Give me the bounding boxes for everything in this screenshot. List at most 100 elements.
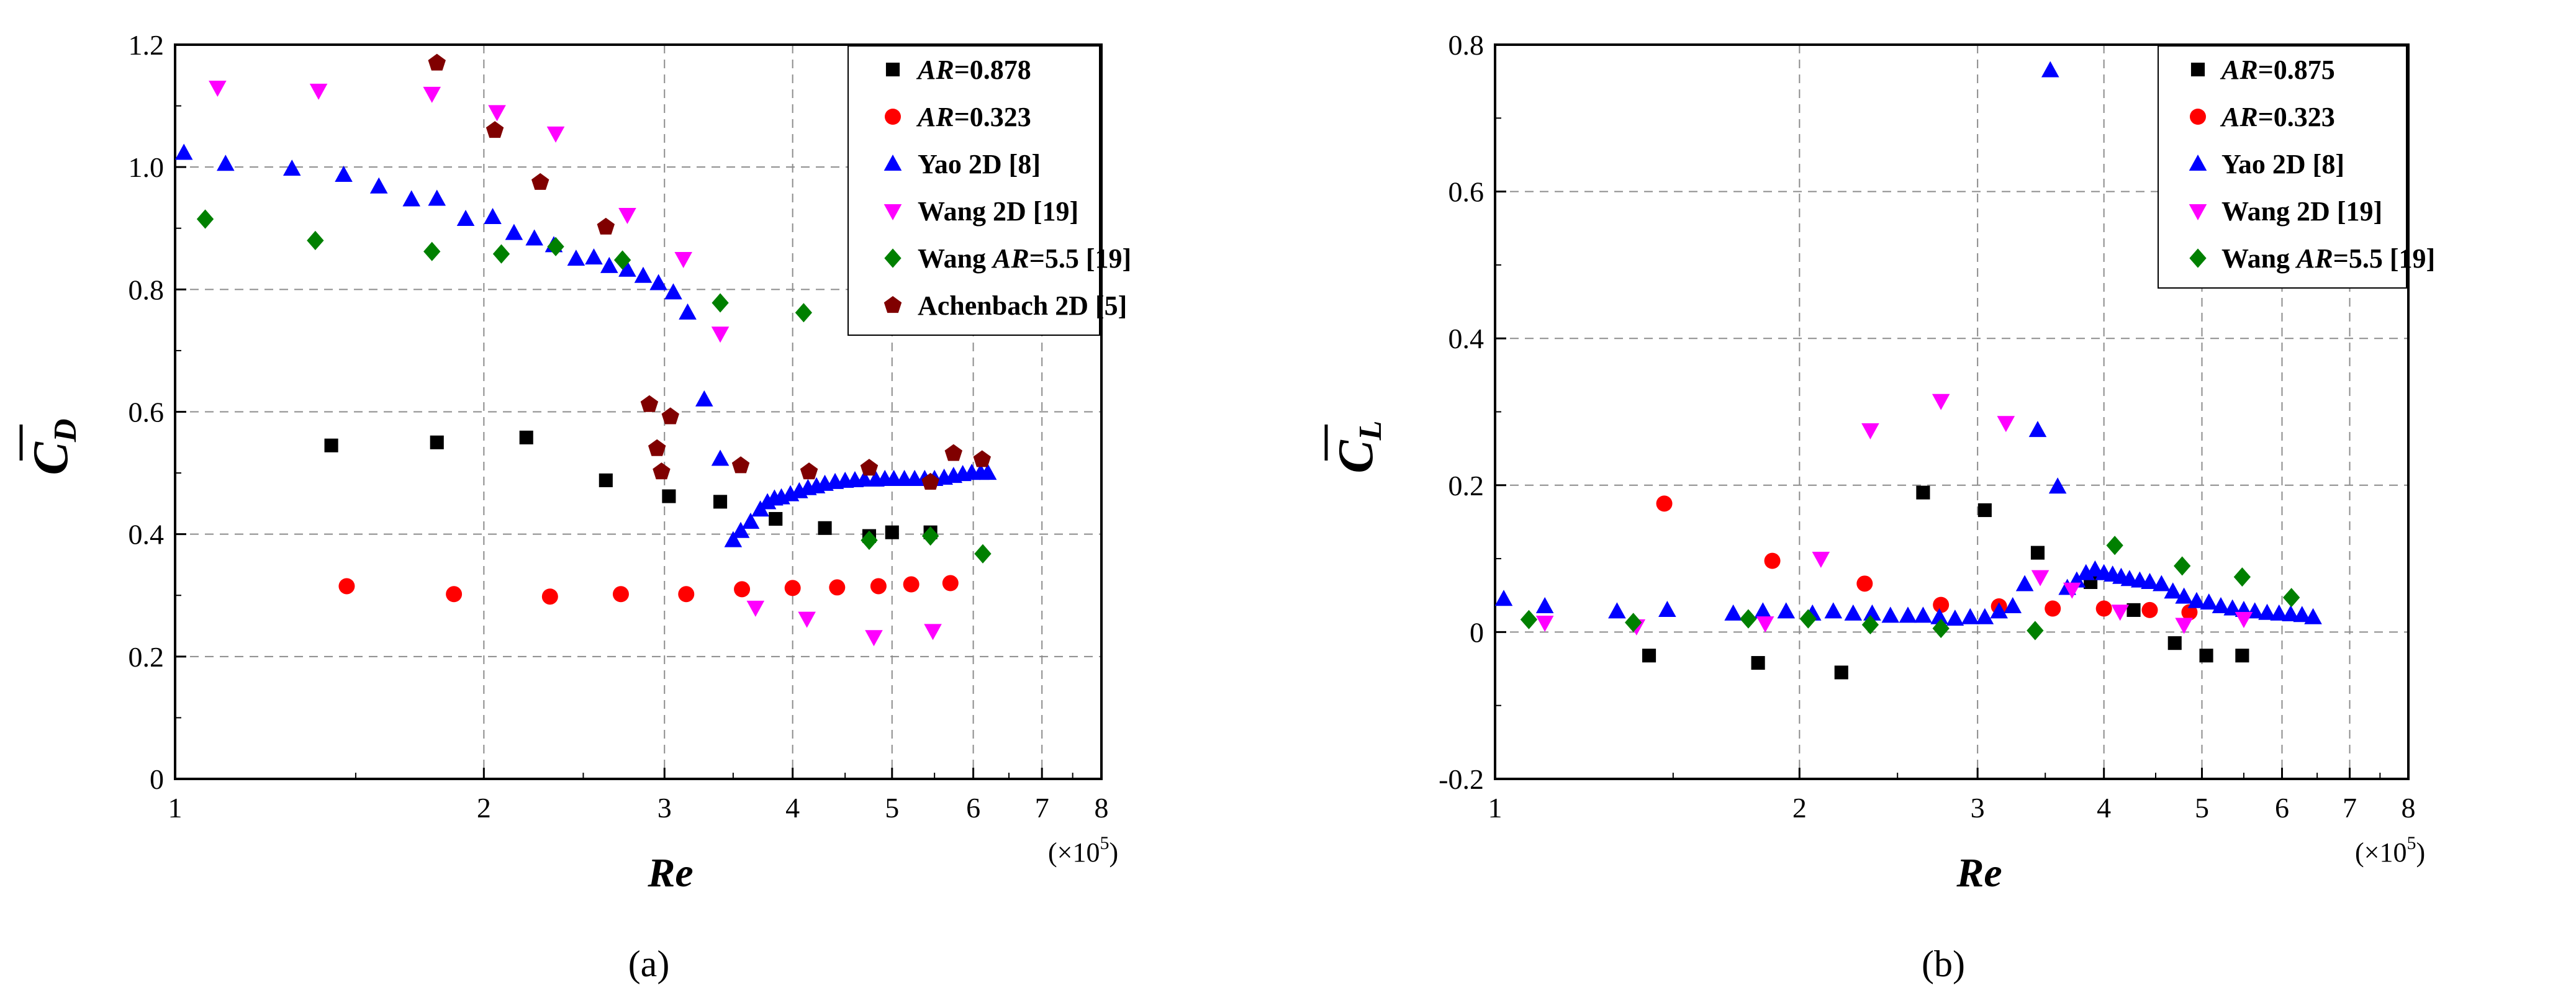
x-tick-label: 6: [2275, 792, 2289, 824]
data-point: [865, 630, 883, 647]
data-point: [712, 293, 729, 313]
data-point: [2027, 621, 2044, 641]
data-point: [973, 450, 992, 467]
legend-marker: [884, 296, 902, 313]
legend-label: Wang AR=5.5 [19]: [918, 243, 1131, 274]
data-point: [600, 256, 618, 273]
data-point: [2164, 582, 2182, 599]
data-point: [525, 229, 543, 246]
data-point: [870, 578, 887, 595]
data-point: [2199, 649, 2213, 663]
data-point: [1930, 608, 1948, 624]
y-axis-label-a: CD: [19, 419, 83, 475]
x-tick-label: 3: [658, 792, 672, 824]
legend-label: Yao 2D [8]: [2221, 149, 2344, 179]
y-tick-label: 0.6: [129, 397, 165, 428]
legend-label: Wang 2D [19]: [918, 196, 1078, 227]
data-point: [2282, 605, 2300, 622]
legend-marker: [2190, 109, 2206, 125]
x-tick-label: 4: [2097, 792, 2111, 824]
data-point: [1535, 615, 1554, 632]
data-point: [456, 210, 475, 227]
data-point: [860, 459, 879, 476]
data-point: [335, 166, 353, 182]
x-tick-label: 6: [966, 792, 980, 824]
data-point: [924, 624, 942, 641]
data-point: [1535, 597, 1554, 614]
legend-marker: [2189, 204, 2207, 220]
x-tick-label: 1: [1488, 792, 1503, 824]
data-point: [1777, 602, 1796, 619]
data-point: [618, 260, 636, 277]
data-point: [2028, 421, 2047, 438]
data-point: [2041, 61, 2059, 78]
svg-text:CD: CD: [24, 419, 83, 475]
data-point: [856, 470, 874, 487]
data-point: [1914, 606, 1932, 623]
data-point: [829, 579, 846, 596]
y-tick-label: 0.4: [1448, 323, 1485, 354]
y-tick-label: -0.2: [1439, 763, 1484, 795]
legend-label: AR=0.875: [2220, 55, 2335, 85]
data-point: [567, 250, 585, 266]
data-point: [446, 586, 463, 603]
data-point: [2153, 575, 2171, 591]
legend-marker: [884, 204, 902, 220]
data-point: [2233, 567, 2251, 587]
data-point: [2004, 597, 2022, 614]
data-point: [1881, 606, 1900, 623]
data-point: [1997, 416, 2015, 433]
legend-marker: [885, 109, 901, 125]
data-point: [1625, 613, 1642, 632]
y-tick-label: 0.2: [1448, 470, 1485, 501]
data-point: [488, 105, 506, 122]
data-point: [1740, 609, 1757, 629]
data-point: [1764, 552, 1781, 569]
svg-text:CL: CL: [1329, 420, 1388, 473]
panel-label-b: (b): [1922, 943, 1965, 984]
data-point: [978, 464, 997, 480]
data-point: [217, 155, 235, 171]
data-point: [795, 303, 813, 323]
data-point: [1863, 604, 1881, 621]
data-point: [1933, 596, 1950, 613]
x-tick-label: 1: [168, 792, 183, 824]
data-point: [612, 586, 629, 603]
data-point: [653, 462, 671, 480]
y-tick-label: 0.6: [1448, 176, 1485, 208]
legend-label: Wang AR=5.5 [19]: [2221, 243, 2435, 274]
data-point: [1658, 600, 1676, 617]
data-point: [921, 472, 939, 490]
y-tick-label: 1.0: [129, 151, 165, 183]
data-point: [2030, 546, 2045, 560]
x-tick-label: 2: [477, 792, 491, 824]
data-point: [2223, 599, 2242, 616]
data-point: [1751, 656, 1765, 670]
data-point: [1990, 602, 2008, 619]
data-point: [597, 217, 615, 235]
data-point: [662, 489, 676, 503]
data-point: [731, 456, 750, 474]
data-point: [423, 86, 441, 103]
data-point: [1834, 665, 1848, 680]
x-axis-label-b: Re: [1956, 850, 2002, 896]
data-point: [196, 209, 214, 229]
x-tick-label: 7: [1035, 792, 1049, 824]
data-point: [2106, 536, 2123, 555]
x-tick-label: 5: [885, 792, 899, 824]
legend-marker: [885, 62, 900, 77]
data-point: [1976, 608, 1994, 624]
data-point: [674, 251, 692, 268]
data-point: [307, 230, 324, 251]
data-point: [2095, 600, 2112, 617]
data-point: [1656, 495, 1673, 512]
data-point: [309, 83, 328, 100]
data-point: [531, 173, 549, 190]
data-point: [942, 575, 959, 591]
data-point: [921, 526, 939, 546]
data-point: [1899, 606, 1917, 623]
data-point: [1824, 602, 1843, 619]
x-multiplier-b: (×105): [2355, 833, 2425, 868]
data-point: [1799, 609, 1817, 629]
data-point: [2175, 618, 2193, 634]
